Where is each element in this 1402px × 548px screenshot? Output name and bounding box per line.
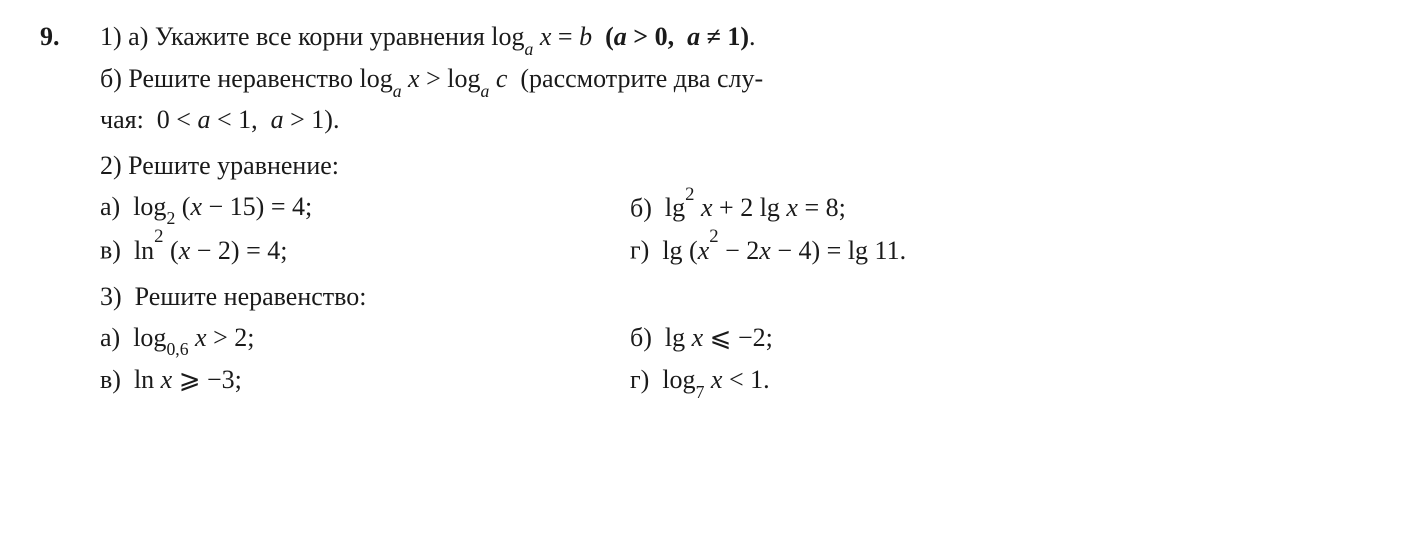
part-2g: г) lg (x2 − 2x − 4) = lg 11. <box>630 230 1342 270</box>
sub-2b-label: б) <box>630 193 652 222</box>
part-3a: а) log0,6 x > 2; <box>100 319 630 359</box>
part-1a-text: Укажите все корни уравнения <box>155 22 491 51</box>
part-3-title: Решите неравенство: <box>135 282 367 311</box>
part-3g: г) log7 x < 1. <box>630 361 1342 401</box>
sub-3b-label: б) <box>630 323 652 352</box>
part-3v-expr: ln x ⩾ −3; <box>134 365 242 394</box>
part-1a: 1) а) Укажите все корни уравнения loga x… <box>100 18 1342 58</box>
part-3v: в) ln x ⩾ −3; <box>100 361 630 401</box>
sub-b-label: б) <box>100 64 122 93</box>
sub-3a-label: а) <box>100 323 120 352</box>
part-1b-expr: loga x > loga c <box>359 64 507 93</box>
part-1a-expr: loga x = b <box>491 22 592 51</box>
problem-block: 9. 1) а) Укажите все корни уравнения log… <box>0 0 1402 421</box>
sub-2g-label: г) <box>630 236 649 265</box>
part-3a-expr: log0,6 x > 2; <box>133 323 254 352</box>
part-2v: в) ln2 (x − 2) = 4; <box>100 230 630 270</box>
part-2-title: Решите уравнение: <box>128 151 339 180</box>
problem-number: 9. <box>40 18 100 403</box>
problem-body: 1) а) Укажите все корни уравнения loga x… <box>100 18 1342 403</box>
part-2a: а) log2 (x − 15) = 4; <box>100 188 630 228</box>
problem-row: 9. 1) а) Укажите все корни уравнения log… <box>40 18 1342 403</box>
part-2-title-row: 2) Решите уравнение: <box>100 147 1342 185</box>
sub-2a-label: а) <box>100 192 120 221</box>
part-2-row-2: в) ln2 (x − 2) = 4; г) lg (x2 − 2x − 4) … <box>100 230 1342 270</box>
part-3b: б) lg x ⩽ −2; <box>630 319 1342 359</box>
part-1a-cond: (a > 0, a ≠ 1) <box>605 22 749 51</box>
part-3-row-1: а) log0,6 x > 2; б) lg x ⩽ −2; <box>100 319 1342 359</box>
part-2-label: 2) <box>100 151 122 180</box>
part-1-label: 1) <box>100 22 122 51</box>
part-3-row-2: в) ln x ⩾ −3; г) log7 x < 1. <box>100 361 1342 401</box>
part-3-title-row: 3) Решите неравенство: <box>100 278 1342 316</box>
part-2b: б) lg2 x + 2 lg x = 8; <box>630 188 1342 228</box>
part-2a-expr: log2 (x − 15) = 4; <box>133 192 312 221</box>
sub-3v-label: в) <box>100 365 121 394</box>
sub-a-label: а) <box>128 22 148 51</box>
part-3b-expr: lg x ⩽ −2; <box>665 323 773 352</box>
part-1b-text: Решите неравенство <box>128 64 359 93</box>
part-2b-expr: lg2 x + 2 lg x = 8; <box>665 193 846 222</box>
part-1b-tail: (рассмотрите два слу- <box>514 64 763 93</box>
part-1b: б) Решите неравенство loga x > loga c (р… <box>100 60 1342 139</box>
part-2-row-1: а) log2 (x − 15) = 4; б) lg2 x + 2 lg x … <box>100 188 1342 228</box>
part-3-label: 3) <box>100 282 122 311</box>
sub-3g-label: г) <box>630 365 649 394</box>
part-2g-expr: lg (x2 − 2x − 4) = lg 11. <box>662 236 906 265</box>
part-3g-expr: log7 x < 1. <box>662 365 769 394</box>
sub-2v-label: в) <box>100 236 121 265</box>
part-1b-tail2: чая: 0 < a < 1, a > 1). <box>100 105 339 134</box>
part-2v-expr: ln2 (x − 2) = 4; <box>134 236 288 265</box>
